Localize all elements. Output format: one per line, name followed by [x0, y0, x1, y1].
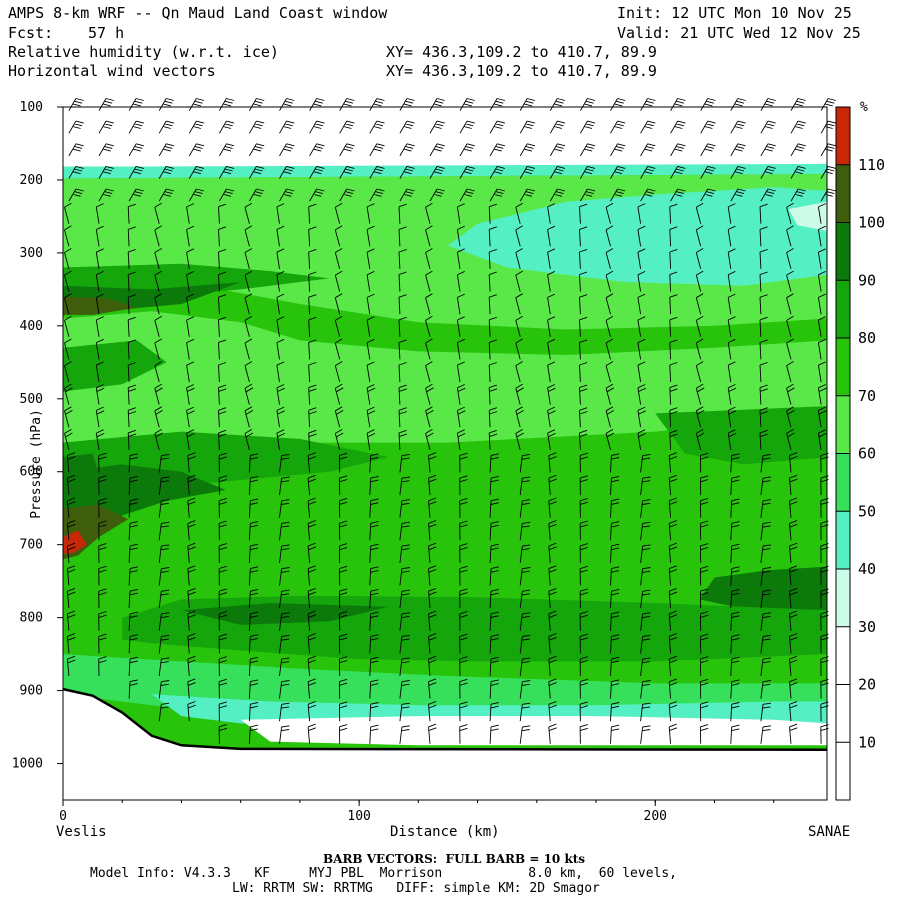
x-tick-label-200: 200 [644, 809, 667, 824]
x-axis: 0 100 200 [59, 800, 775, 824]
y-tick-label-100: 100 [20, 100, 43, 115]
xy-range-1: XY= 436.3,109.2 to 410.7, 89.9 [386, 43, 657, 61]
colorbar-label-50: 50 [858, 502, 876, 520]
colorbar-label-10: 10 [858, 733, 876, 751]
rh-band-mid-light [63, 311, 827, 443]
y-tick-label-300: 300 [20, 246, 43, 261]
colorbar-swatch [836, 395, 850, 454]
barb-legend-note: BARB VECTORS: FULL BARB = 10 kts [323, 852, 586, 866]
y-tick-label-800: 800 [20, 611, 43, 626]
colorbar-swatch [836, 338, 850, 396]
wind-barbs [64, 98, 836, 744]
colorbar-label-70: 70 [858, 387, 876, 405]
rh-band-right-dark [655, 406, 827, 465]
colorbar-swatch [836, 107, 850, 165]
rh-band-top-white [63, 107, 827, 167]
rh-band-lower-right-light [359, 431, 827, 603]
rh-band-cyan-core [596, 201, 827, 261]
colorbar-label-80: 80 [858, 329, 876, 347]
y-axis: 100 200 300 400 500 600 700 800 900 1000 [12, 100, 63, 772]
rh-band-left-edge-dark [63, 453, 99, 483]
colorbar-swatch [836, 511, 850, 569]
colorbar-label-30: 30 [858, 618, 876, 636]
terrain-line [62, 687, 828, 751]
plot-frame [62, 106, 828, 801]
rh-band-800-darker [181, 603, 389, 625]
init-time: Init: 12 UTC Mon 10 Nov 25 [617, 4, 852, 22]
rh-fill-layer [63, 107, 828, 800]
colorbar-label-20: 20 [858, 676, 876, 694]
colorbar-label-90: 90 [858, 271, 876, 289]
model-info-line1: Model Info: V4.3.3 KF MYJ PBL Morrison 8… [90, 866, 677, 881]
y-tick-label-900: 900 [20, 684, 43, 699]
colorbar-label-110: 110 [858, 156, 885, 174]
rh-band-near-surface-white [240, 716, 827, 746]
chart-title: AMPS 8-km WRF -- Qn Maud Land Coast wind… [8, 4, 388, 22]
colorbar-swatch [836, 164, 850, 223]
x-axis-title: Distance (km) [390, 824, 500, 840]
colorbar-swatch [836, 742, 850, 800]
x-tick-label-100: 100 [347, 809, 370, 824]
valid-time: Valid: 21 UTC Wed 12 Nov 25 [617, 24, 861, 42]
terrain-mask [63, 689, 827, 800]
colorbar-swatch [836, 280, 850, 338]
model-info-line2: LW: RRTM SW: RRTMG DIFF: simple KM: 2D S… [232, 881, 600, 896]
colorbar-swatch [836, 684, 850, 743]
xy-range-2: XY= 436.3,109.2 to 410.7, 89.9 [386, 62, 657, 80]
colorbar-label-60: 60 [858, 445, 876, 463]
colorbar-swatch [836, 222, 850, 281]
field-name-wind: Horizontal wind vectors [8, 62, 216, 80]
colorbar-unit: % [860, 100, 868, 115]
forecast-label: Fcst: [8, 24, 54, 42]
y-tick-label-500: 500 [20, 392, 43, 407]
y-tick-label-200: 200 [20, 173, 43, 188]
rh-band-upper-cyan [63, 163, 827, 179]
x-start-location: Veslis [56, 824, 107, 840]
colorbar-swatch [836, 453, 850, 512]
colorbar: 10 20 30 40 50 60 70 80 90 100 110 [835, 106, 885, 801]
rh-band-mid-left-dark [63, 340, 167, 392]
terrain-layer [62, 687, 828, 800]
rh-band-lower-left-dark [63, 431, 389, 545]
y-tick-label-400: 400 [20, 319, 43, 334]
y-tick-label-700: 700 [20, 538, 43, 553]
rh-band-white-patch [788, 201, 827, 231]
y-tick-label-600: 600 [20, 465, 43, 480]
y-axis-title: Pressure (hPa) [28, 409, 44, 519]
colorbar-swatch [836, 626, 850, 685]
field-name-rh: Relative humidity (w.r.t. ice) [8, 43, 279, 61]
colorbar-label-100: 100 [858, 214, 885, 232]
colorbar-label-40: 40 [858, 560, 876, 578]
y-tick-label-1000: 1000 [12, 757, 43, 772]
forecast-value: 57 h [88, 24, 125, 42]
rh-band-lower-left-darker [63, 464, 226, 552]
colorbar-swatch [836, 569, 850, 627]
x-tick-label-0: 0 [59, 809, 67, 824]
wind-barbs-layer [64, 98, 836, 744]
x-end-location: SANAE [808, 824, 851, 840]
rh-band-upper-olive [63, 296, 137, 315]
